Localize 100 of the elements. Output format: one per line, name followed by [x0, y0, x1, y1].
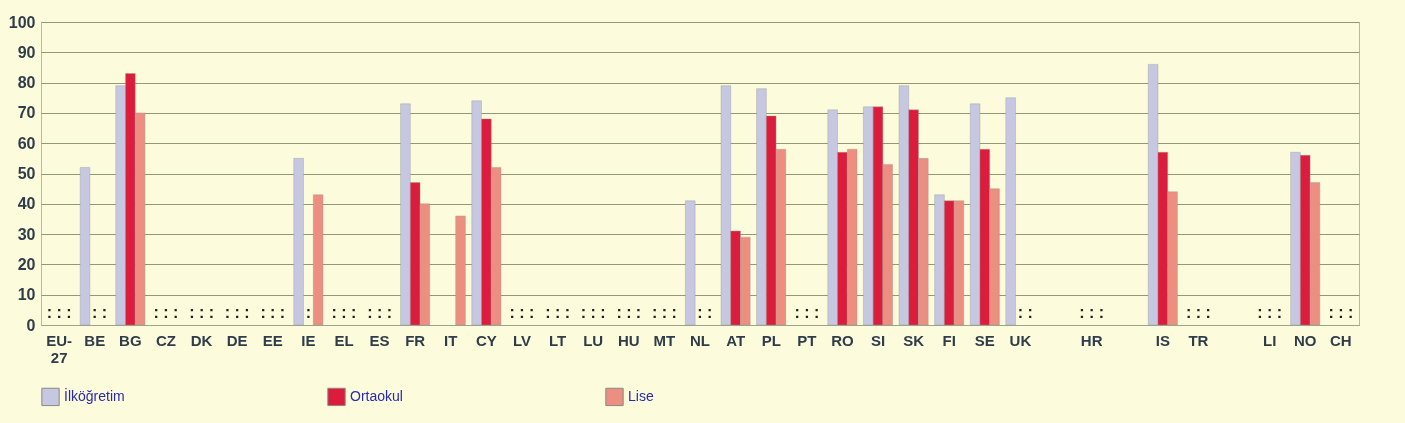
x-tick-label: HU: [617, 331, 640, 349]
text: :: [1328, 304, 1334, 321]
x-tick-label: FR: [405, 331, 426, 349]
legend-label: İlköğretim: [64, 386, 125, 404]
bar: [313, 194, 324, 326]
x-tick-label: PL: [761, 331, 781, 349]
y-tick-label: 100: [8, 13, 36, 31]
x-tick-label: UK: [1009, 331, 1032, 349]
text: :: [529, 304, 535, 321]
x-tick-label: BE: [84, 331, 106, 349]
text: :: [305, 304, 312, 321]
text: :: [153, 304, 159, 321]
text: :: [697, 304, 703, 321]
text: :: [707, 304, 713, 321]
x-tick-label: EU-27: [46, 331, 73, 366]
text: :: [564, 304, 570, 321]
text: :: [1088, 304, 1095, 321]
x-tick-label: SI: [870, 331, 886, 349]
y-tick-label: 10: [17, 286, 36, 304]
x-tick-label: FI: [942, 331, 956, 349]
legend-label: Lise: [628, 387, 654, 404]
text: :: [1079, 304, 1085, 321]
text: :: [244, 304, 250, 321]
x-tick-label: HR: [1080, 331, 1103, 349]
bar: [455, 215, 466, 326]
text: :: [224, 304, 231, 321]
text: :: [270, 304, 276, 321]
bar: [685, 200, 696, 326]
x-tick-label: NL: [690, 331, 710, 349]
text: :: [331, 304, 337, 321]
text: :: [92, 304, 98, 321]
text: :: [554, 304, 561, 321]
text: :: [1266, 304, 1273, 321]
text: :: [652, 304, 658, 321]
x-tick-label: DK: [190, 331, 213, 349]
y-tick-label: 80: [17, 74, 36, 92]
x-tick-label: MT: [653, 331, 676, 349]
text: :: [1017, 304, 1024, 321]
x-tick-label: CH: [1330, 331, 1352, 349]
x-tick-label: PT: [797, 331, 817, 349]
y-tick-label: 90: [17, 43, 36, 61]
text: :: [341, 304, 347, 321]
text: :: [1257, 304, 1263, 321]
x-tick-label: DE: [226, 331, 248, 349]
text: :: [260, 304, 266, 321]
bar: [293, 158, 304, 326]
text: :: [580, 304, 587, 321]
text: :: [600, 304, 606, 321]
text: :: [279, 304, 286, 321]
x-tick-label: LV: [512, 331, 532, 349]
x-tick-label: NO: [1293, 331, 1317, 349]
y-tick-label: 20: [17, 255, 36, 273]
x-tick-label: EE: [262, 331, 283, 349]
x-tick-label: SE: [974, 331, 995, 349]
legend-label: Ortaokul: [350, 387, 403, 404]
y-tick-label: 70: [17, 104, 36, 122]
text: :: [1338, 304, 1344, 321]
y-tick-label: 60: [17, 134, 36, 152]
x-tick-label: IE: [301, 331, 316, 349]
text: :: [616, 304, 622, 321]
x-tick-label: RO: [831, 331, 854, 349]
x-tick-label: LI: [1262, 331, 1277, 349]
text: :: [661, 304, 668, 321]
text: :: [1205, 304, 1211, 321]
text: :: [198, 304, 205, 321]
bar: [79, 167, 91, 326]
text: :: [671, 304, 677, 321]
text: :: [1195, 304, 1202, 321]
text: :: [189, 304, 195, 321]
text: :: [173, 304, 179, 321]
text: :: [813, 304, 820, 321]
text: :: [351, 304, 357, 321]
x-tick-label: SK: [903, 331, 925, 349]
y-tick-label: 30: [17, 225, 36, 243]
text: :: [234, 304, 240, 321]
x-tick-label: TR: [1188, 331, 1209, 349]
text: :: [376, 304, 383, 321]
x-tick-label: EL: [334, 331, 354, 349]
text: :: [46, 304, 53, 321]
text: :: [386, 304, 392, 321]
x-tick-label: AT: [726, 331, 746, 349]
text: :: [367, 304, 373, 321]
text: :: [1027, 304, 1033, 321]
text: :: [1098, 304, 1105, 321]
y-tick-label: 0: [26, 316, 36, 334]
x-tick-label: BG: [119, 331, 142, 349]
text: :: [545, 304, 551, 321]
text: :: [1276, 304, 1283, 321]
x-tick-label: ES: [369, 331, 390, 349]
x-tick-label: CZ: [155, 331, 176, 349]
text: :: [804, 304, 810, 321]
x-tick-label: IT: [444, 331, 458, 349]
text: :: [626, 304, 632, 321]
text: :: [1347, 304, 1354, 321]
text: :: [509, 304, 515, 321]
text: :: [590, 304, 596, 321]
text: :: [208, 304, 214, 321]
bar: [1005, 97, 1016, 326]
text: :: [794, 304, 800, 321]
text: :: [66, 304, 72, 321]
